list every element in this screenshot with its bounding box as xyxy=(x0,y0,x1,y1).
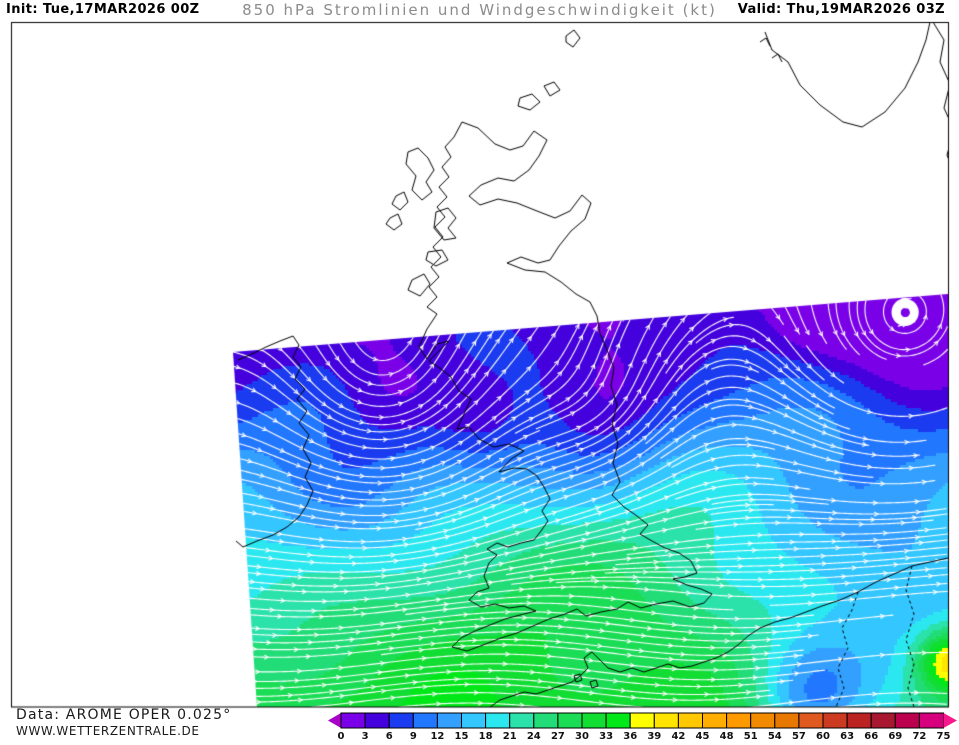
scale-tick-label: 69 xyxy=(888,731,902,741)
scale-tick-label: 27 xyxy=(551,731,565,741)
scale-segment xyxy=(726,712,752,729)
scale-segment xyxy=(388,712,414,729)
scale-tick-label: 45 xyxy=(696,731,710,741)
scale-segment xyxy=(557,712,583,729)
scale-segment xyxy=(629,712,655,729)
scale-tick-label: 3 xyxy=(362,731,369,741)
scale-tick-label: 21 xyxy=(503,731,517,741)
scale-tick-label: 54 xyxy=(768,731,782,741)
scale-tick-label: 6 xyxy=(386,731,393,741)
scale-segment xyxy=(461,712,487,729)
scale-segment xyxy=(581,712,607,729)
scale-tick-label: 63 xyxy=(840,731,854,741)
scale-tick-label: 51 xyxy=(744,731,758,741)
scale-tick-label: 30 xyxy=(575,731,589,741)
website-label: WWW.WETTERZENTRALE.DE xyxy=(16,724,200,738)
wind-speed-scale: 0 3 6 9 12 15 18 21 24 27 30 33 36 39 42 45 48 51 54 57 60 63… xyxy=(327,711,959,742)
scale-tick-label: 24 xyxy=(527,731,541,741)
scale-tick-label: 33 xyxy=(599,731,613,741)
scale-segment xyxy=(702,712,728,729)
scale-segment xyxy=(340,712,366,729)
scale-tick-label: 75 xyxy=(937,731,951,741)
scale-tick-label: 12 xyxy=(430,731,444,741)
scale-tick-label: 60 xyxy=(816,731,830,741)
scale-tick-label: 9 xyxy=(410,731,417,741)
scale-segment xyxy=(509,712,535,729)
scale-segment xyxy=(918,712,945,729)
scale-tick-label: 42 xyxy=(671,731,685,741)
scale-segment xyxy=(485,712,511,729)
scale-segment xyxy=(894,712,920,729)
scale-left-arrow xyxy=(328,713,341,728)
scale-tick-label: 72 xyxy=(912,731,926,741)
scale-segment xyxy=(605,712,631,729)
wind-speed-scale-svg: 0 3 6 9 12 15 18 21 24 27 30 33 36 39 42 45 48 51 54 57 60 63… xyxy=(328,712,957,742)
scale-segment xyxy=(364,712,390,729)
chart-title: 850 hPa Stromlinien und Windgeschwindigk… xyxy=(242,1,717,19)
scale-segment xyxy=(774,712,800,729)
scale-segment xyxy=(653,712,679,729)
scale-tick-label: 36 xyxy=(623,731,637,741)
scale-tick-label: 18 xyxy=(479,731,493,741)
scale-tick-label: 57 xyxy=(792,731,806,741)
scale-segment xyxy=(870,712,896,729)
init-time-label: Init: Tue,17MAR2026 00Z xyxy=(6,2,200,17)
scale-segment xyxy=(412,712,438,729)
scale-tick-label: 39 xyxy=(647,731,661,741)
scale-tick-label: 48 xyxy=(720,731,734,741)
scale-segment xyxy=(533,712,559,729)
data-source-label: Data: AROME OPER 0.025° xyxy=(16,707,232,723)
valid-time-label: Valid: Thu,19MAR2026 03Z xyxy=(737,2,945,17)
scale-tick-label: 15 xyxy=(455,731,469,741)
scale-segment xyxy=(798,712,824,729)
scale-segment xyxy=(750,712,776,729)
scale-segment xyxy=(822,712,848,729)
scale-segment xyxy=(677,712,703,729)
scale-tick-label: 66 xyxy=(864,731,878,741)
scale-segment xyxy=(436,712,463,729)
scale-right-arrow xyxy=(943,713,957,728)
scale-segment xyxy=(846,712,872,729)
scale-tick-label: 0 xyxy=(338,731,345,741)
